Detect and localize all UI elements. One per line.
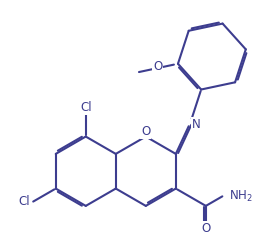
Text: Cl: Cl	[18, 195, 30, 208]
Text: O: O	[201, 222, 210, 235]
Text: N: N	[192, 118, 200, 131]
Text: O: O	[153, 60, 162, 73]
Text: Cl: Cl	[80, 101, 92, 114]
Text: O: O	[141, 125, 150, 138]
Text: NH$_2$: NH$_2$	[229, 189, 252, 204]
